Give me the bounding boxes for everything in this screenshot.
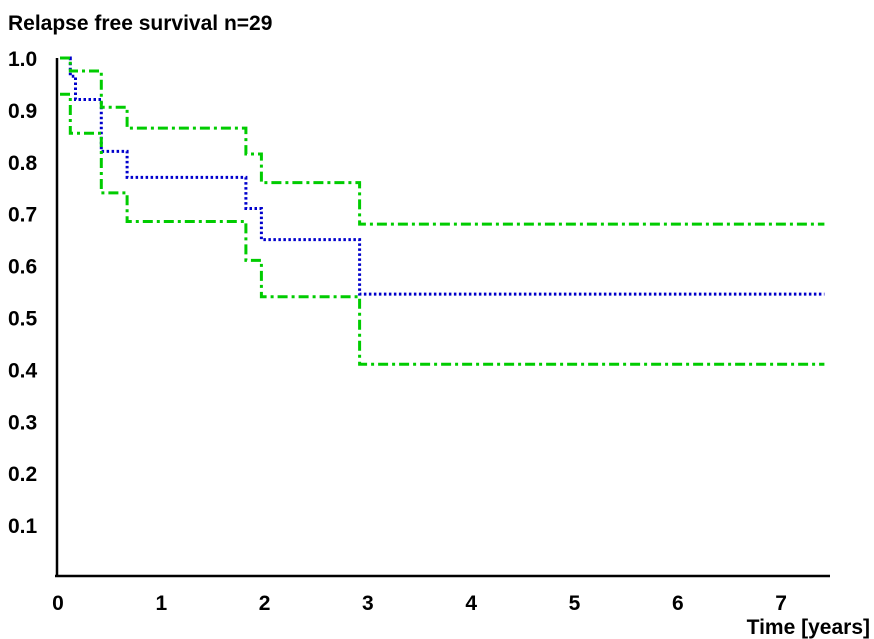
y-tick-label: 0.5	[8, 308, 38, 331]
survival-estimate-line	[60, 56, 825, 296]
x-tick-label: 3	[362, 592, 374, 615]
y-tick-label: 0.8	[8, 152, 38, 175]
y-tick-label: 0.2	[8, 463, 37, 486]
y-tick-label: 1.0	[8, 48, 37, 71]
series-lines	[60, 56, 825, 366]
y-tick-label: 0.9	[8, 100, 37, 123]
y-tick-label: 0.6	[8, 256, 37, 279]
confidence-bound-line	[60, 56, 825, 226]
y-tick-labels: 1.0 0.9 0.8 0.7 0.6 0.5 0.4 0.3 0.2 0.1	[8, 48, 38, 538]
x-tick-labels: 0 1 2 3 4 5 6 7	[52, 592, 787, 615]
axes	[55, 58, 830, 578]
x-tick-label: 5	[569, 592, 581, 615]
x-tick-label: 1	[155, 592, 167, 615]
chart-title: Relapse free survival n=29	[8, 12, 272, 35]
y-tick-label: 0.1	[8, 515, 38, 538]
x-tick-label: 4	[465, 592, 477, 615]
x-tick-label: 0	[52, 592, 64, 615]
x-tick-label: 6	[672, 592, 684, 615]
y-tick-label: 0.4	[8, 359, 38, 382]
x-tick-label: 7	[775, 592, 787, 615]
y-tick-label: 0.7	[8, 204, 37, 227]
y-tick-label: 0.3	[8, 411, 37, 434]
confidence-bound-line	[60, 92, 825, 366]
x-tick-label: 2	[259, 592, 271, 615]
x-axis-label: Time [years]	[747, 616, 870, 639]
